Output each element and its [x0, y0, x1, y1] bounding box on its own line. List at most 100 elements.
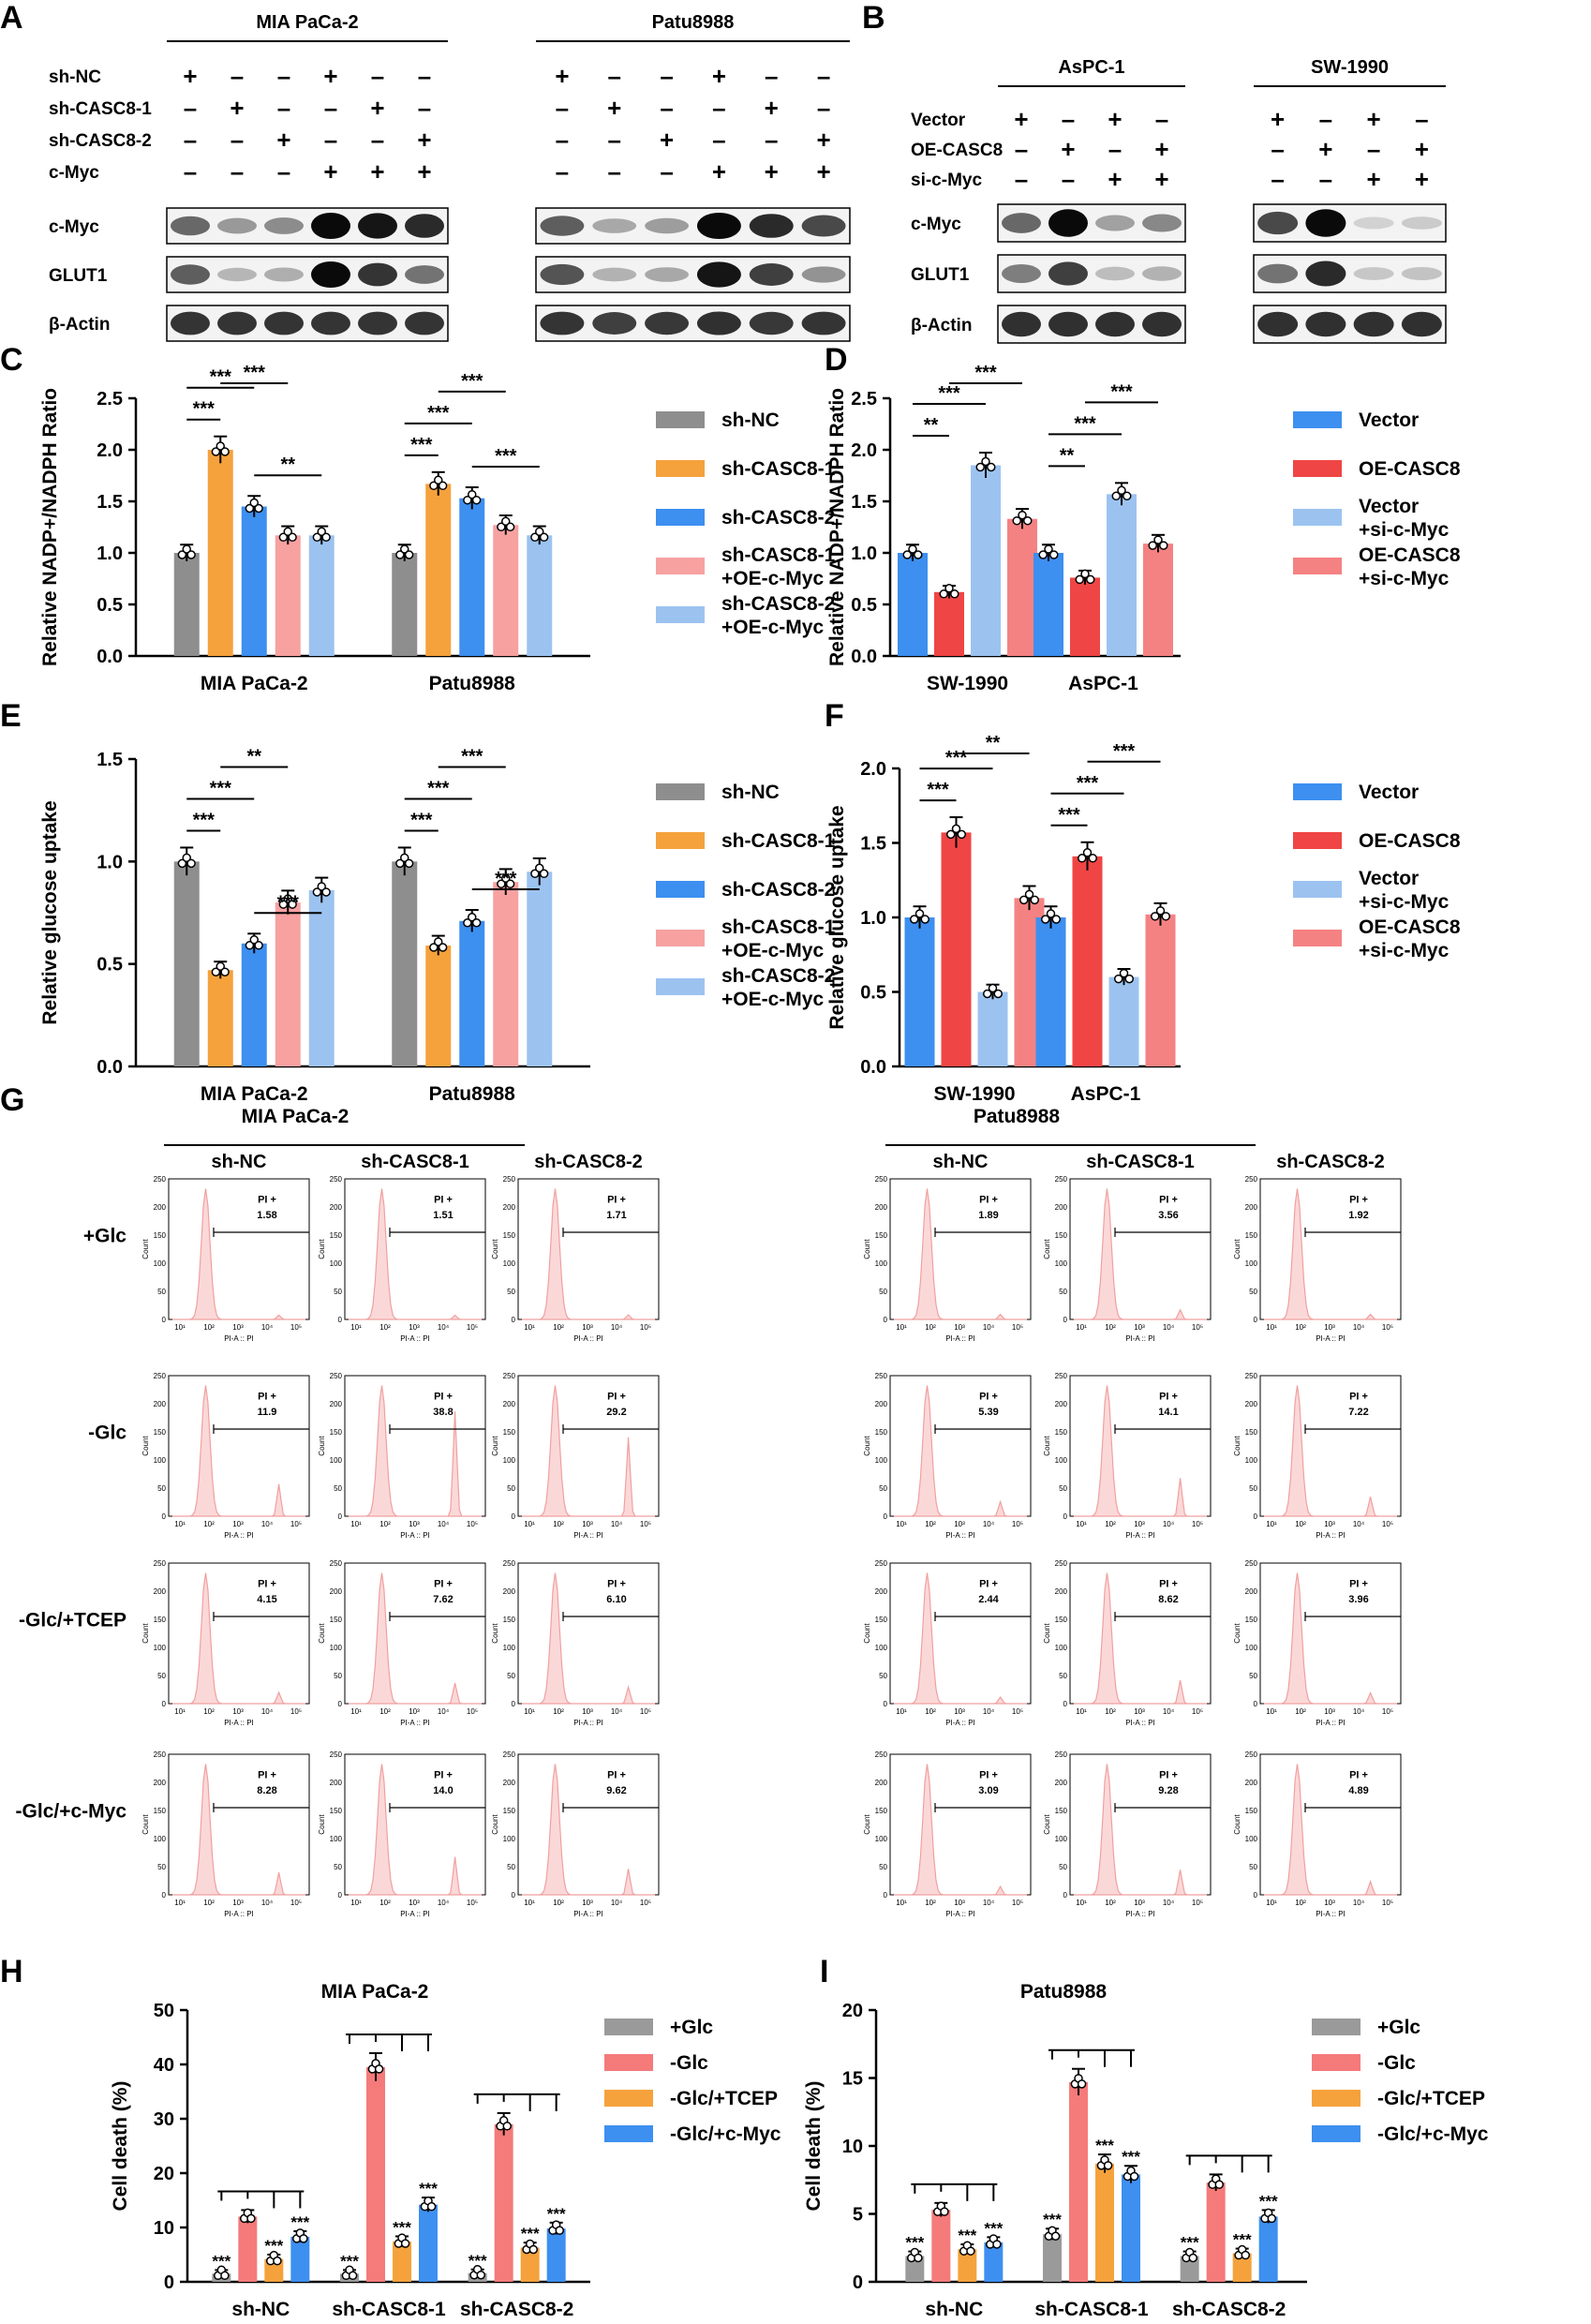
- flow-x-tick-label: 10³: [1324, 1899, 1335, 1907]
- blot-a-mia-title: MIA PaCa-2: [256, 12, 358, 33]
- blot-a-patu-band-actin: [592, 312, 637, 335]
- chart-C-data-point: [220, 447, 230, 456]
- chart-E-sig-label: ***: [495, 869, 517, 889]
- chart-D-sig-label: **: [1060, 445, 1075, 466]
- chart-H-x-tick-label: sh-NC: [231, 2299, 290, 2320]
- chart-H-sig-label: ***: [393, 2218, 411, 2236]
- flow-x-tick-label: 10²: [553, 1707, 564, 1716]
- chart-F-data-point: [1119, 968, 1129, 978]
- flow-y-tick-label: 100: [330, 1835, 343, 1843]
- chart-H-data-point: [220, 2271, 230, 2281]
- flow-y-tick-label: 200: [1245, 1203, 1258, 1212]
- flow-x-tick-label: 10²: [203, 1899, 215, 1907]
- chart-D-legend-label: +si-c-Myc: [1359, 519, 1450, 541]
- chart-E-legend-label: +OE-c-Myc: [721, 989, 824, 1010]
- chart-I-sig-label: ***: [1095, 2137, 1114, 2154]
- blot-a-mia-cond-sign: +: [370, 157, 384, 186]
- chart-E-data-point: [530, 869, 540, 879]
- flow-gate-label: PI +: [1349, 1392, 1368, 1403]
- chart-H-sig-label: ***: [340, 2252, 359, 2270]
- chart-I-bar: [1232, 2253, 1252, 2282]
- blot-a-patu-cond-sign: +: [765, 157, 779, 186]
- flow-gate-value: 14.0: [433, 1785, 453, 1796]
- flow-y-tick-label: 200: [503, 1400, 516, 1408]
- blot-a-mia-cond-sign: –: [418, 94, 431, 122]
- flow-y-tick-label: 50: [157, 1288, 166, 1296]
- flow-y-tick-label: 150: [154, 1807, 167, 1815]
- flow-x-tick-label: 10²: [203, 1707, 215, 1716]
- blot-b-aspc-band-cmyc: [1095, 215, 1135, 231]
- flow-x-label: PI-A :: PI: [1316, 1910, 1346, 1918]
- chart-C-legend-label: sh-NC: [721, 410, 780, 431]
- flow-y-tick-label: 0: [1254, 1512, 1258, 1521]
- flow-y-tick-label: 0: [512, 1700, 516, 1708]
- flow-y-tick-label: 100: [330, 1644, 343, 1652]
- chart-C-sig-label: **: [280, 454, 295, 475]
- chart-H-data-point: [348, 2271, 358, 2281]
- blot-a-mia-band-actin: [264, 311, 304, 335]
- flow-x-tick-label: 10²: [379, 1520, 391, 1528]
- blot-a-mia-band-glut1: [358, 262, 397, 287]
- chart-E-bar: [173, 861, 200, 1066]
- flow-x-tick-label: 10²: [553, 1520, 564, 1528]
- chart-F-sig-label: ***: [927, 780, 949, 800]
- chart-F-bar: [977, 991, 1008, 1066]
- flow-y-tick-label: 100: [1245, 1644, 1258, 1652]
- chart-D-legend-label: OE-CASC8: [1359, 458, 1461, 480]
- chart-C-data-point: [278, 532, 289, 543]
- flow-y-tick-label: 150: [503, 1231, 516, 1240]
- flow-x-tick-label: 10³: [1134, 1323, 1145, 1332]
- flow-y-label: Count: [863, 1623, 871, 1644]
- chart-E-data-point: [501, 873, 511, 883]
- flow-histogram: [894, 1764, 1027, 1896]
- flow-y-tick-label: 200: [875, 1203, 888, 1212]
- flow-x-tick-label: 10¹: [174, 1520, 186, 1528]
- flow-x-tick-label: 10³: [1324, 1707, 1335, 1716]
- chart-D-x-tick-label: SW-1990: [927, 673, 1008, 694]
- flow-x-tick-label: 10²: [1295, 1899, 1306, 1907]
- flow-y-tick-label: 0: [162, 1891, 167, 1899]
- flow-x-label: PI-A :: PI: [945, 1719, 975, 1727]
- flow-y-tick-label: 250: [503, 1372, 516, 1380]
- flow-y-tick-label: 100: [503, 1644, 516, 1652]
- chart-E-data-point: [471, 917, 482, 928]
- flow-x-tick-label: 10⁵: [1012, 1520, 1023, 1528]
- blot-b-aspc-band-cmyc: [1048, 209, 1088, 237]
- flow-y-tick-label: 150: [1245, 1807, 1258, 1815]
- blot-a-patu-blot-cmyc-frame: [535, 207, 851, 245]
- chart-F-data-point: [1113, 974, 1123, 984]
- chart-C-y-tick-label: 1.5: [97, 492, 123, 513]
- blot-a-patu-cond-sign: –: [608, 62, 621, 90]
- flow-column-header: sh-NC: [212, 1152, 267, 1172]
- blot-a-mia-band-cmyc: [311, 212, 350, 240]
- chart-C-data-point: [429, 481, 439, 491]
- flow-y-tick-label: 200: [875, 1779, 888, 1787]
- flow-y-label: Count: [1233, 1436, 1242, 1456]
- blot-a-patu-band-glut1: [749, 263, 794, 286]
- blot-a-patu-cond-sign: –: [608, 157, 621, 186]
- chart-E-legend-label: sh-CASC8-1: [721, 916, 836, 938]
- flow-gate-label: PI +: [434, 1195, 453, 1206]
- chart-D-data-point: [1086, 574, 1095, 585]
- chart-D-bar: [1107, 494, 1137, 656]
- chart-D-data-point: [1038, 550, 1048, 559]
- flow-x-tick-label: 10⁴: [983, 1520, 995, 1528]
- flow-histogram: [349, 1188, 482, 1320]
- chart-D-data-point: [939, 589, 948, 599]
- flow-y-label: Count: [141, 1623, 150, 1644]
- flow-y-label: Count: [1043, 1436, 1051, 1456]
- chart-H-x-tick-label: sh-CASC8-2: [460, 2299, 573, 2320]
- chart-F-data-point: [920, 915, 930, 924]
- blot-a-patu-band-actin: [696, 311, 741, 335]
- flow-y-tick-label: 50: [157, 1672, 166, 1680]
- chart-E-y-label: Relative glucose uptake: [39, 800, 61, 1024]
- blot-b-aspc-cond-sign: –: [1015, 135, 1028, 163]
- chart-C-sig-label: ***: [461, 371, 483, 392]
- blot-b-sw-band-cmyc: [1353, 216, 1394, 230]
- chart-E-data-point: [468, 912, 477, 922]
- chart-C-legend-swatch: [656, 509, 705, 526]
- flow-histogram: [349, 1764, 482, 1896]
- flow-y-tick-label: 0: [1254, 1700, 1258, 1708]
- chart-H-bar: [366, 2066, 385, 2282]
- chart-H-data-point: [246, 2213, 256, 2224]
